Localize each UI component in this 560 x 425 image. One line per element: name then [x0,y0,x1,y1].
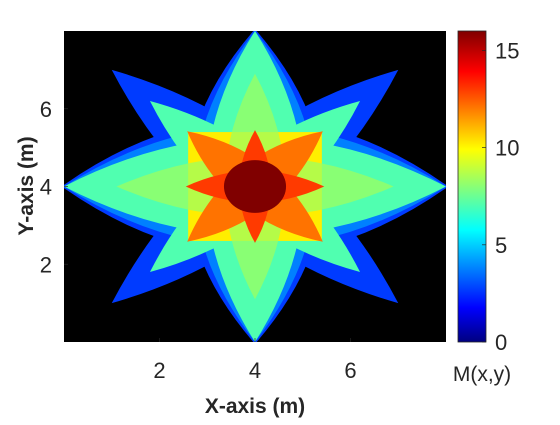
colorbar-tick-label: 0 [495,330,507,355]
x-tick-label: 6 [344,358,356,383]
x-tick-label: 4 [249,358,261,383]
y-axis-label: Y-axis (m) [15,136,38,235]
y-tick-label: 2 [40,252,52,277]
colorbar-gradient [457,30,487,343]
axes: 2 4 6 2 4 6 [40,97,357,383]
colorbar: 0 5 10 15 [457,30,519,355]
colorbar-tick-label: 5 [495,233,507,258]
y-tick-label: 4 [40,175,52,200]
heatmap-region-max [223,160,287,213]
colorbar-tick-label: 10 [495,136,519,161]
plot-area [64,31,446,342]
colorbar-tick-label: 15 [495,38,519,63]
colorbar-label: M(x,y) [453,363,511,386]
y-tick-label: 6 [40,97,52,122]
x-tick-label: 2 [153,358,165,383]
x-axis-label: X-axis (m) [205,395,305,418]
